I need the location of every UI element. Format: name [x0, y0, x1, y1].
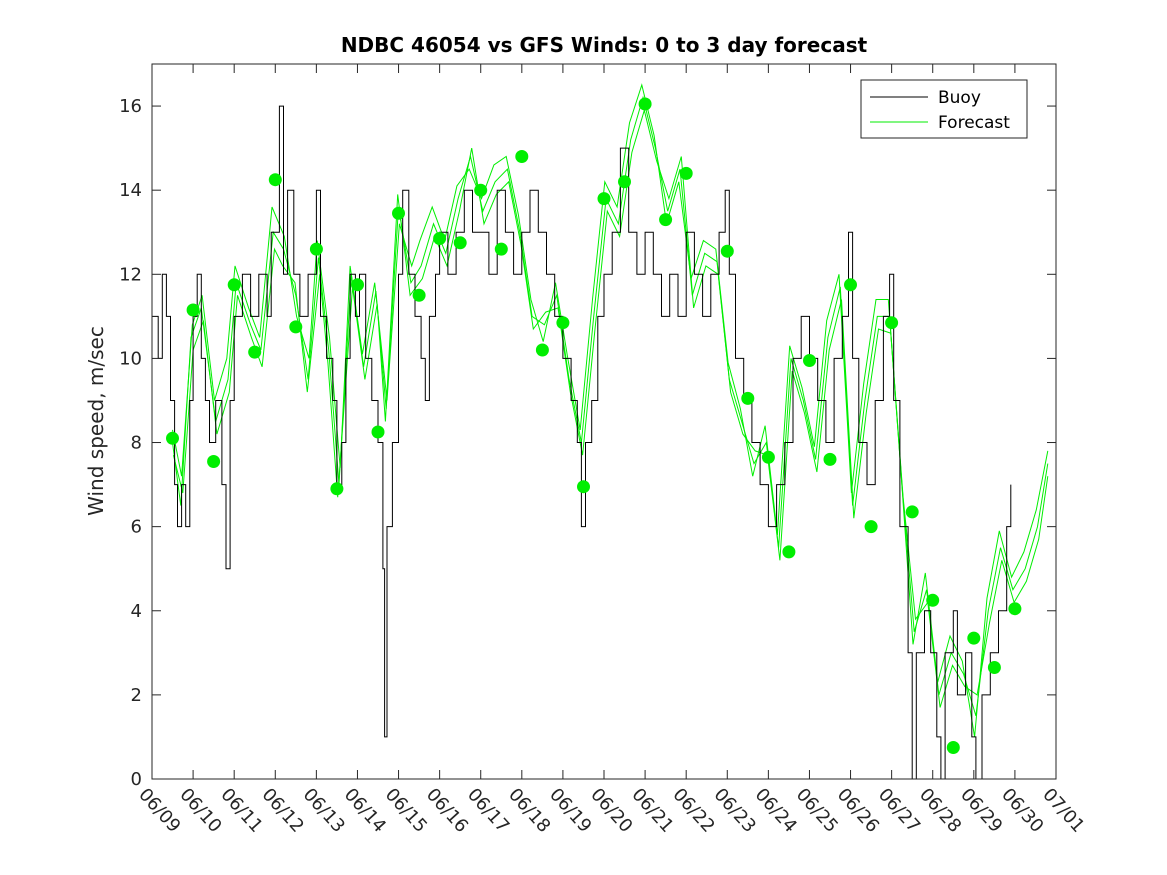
forecast-marker [987, 661, 1001, 674]
forecast-marker [803, 354, 816, 367]
y-tick-label: 4 [131, 601, 142, 622]
forecast-marker [823, 452, 837, 466]
forecast-marker [289, 320, 303, 334]
legend-box [860, 79, 1028, 139]
forecast-marker [392, 206, 405, 220]
y-axis-label: Wind speed, m/sec [84, 326, 108, 516]
forecast-marker [186, 303, 200, 317]
forecast-marker [597, 192, 611, 206]
plot-area [152, 64, 1056, 779]
y-tick-label: 14 [119, 180, 142, 201]
forecast-marker [474, 183, 488, 197]
forecast-marker [967, 631, 981, 645]
forecast-marker [351, 278, 364, 292]
forecast-marker [638, 97, 652, 111]
forecast-marker [905, 505, 919, 519]
forecast-marker [371, 425, 385, 439]
forecast-marker [535, 343, 549, 357]
forecast-marker [679, 166, 693, 180]
y-tick-label: 2 [131, 685, 142, 706]
forecast-marker [494, 242, 508, 256]
legend: Buoy Forecast [860, 79, 1028, 139]
forecast-marker [453, 236, 467, 250]
forecast-marker [556, 316, 570, 330]
y-tick-label: 8 [131, 433, 142, 454]
forecast-marker [207, 455, 221, 468]
forecast-marker [618, 175, 631, 189]
y-tick-label: 12 [119, 264, 142, 285]
legend-label-buoy: Buoy [938, 88, 981, 108]
buoy-line [152, 105, 1012, 780]
forecast-marker [268, 173, 282, 187]
forecast-marker [844, 278, 857, 292]
y-tick-label: 16 [119, 96, 142, 117]
forecast-marker [309, 242, 323, 256]
forecast-marker [577, 480, 590, 494]
y-tick-label: 6 [131, 517, 142, 538]
forecast-marker [864, 520, 878, 534]
forecast-marker [782, 545, 796, 559]
marker-layer [166, 97, 1022, 754]
forecast-marker [720, 244, 734, 258]
chart-title: NDBC 46054 vs GFS Winds: 0 to 3 day fore… [341, 33, 868, 57]
forecast-marker [1008, 602, 1022, 616]
forecast-marker [761, 450, 775, 464]
forecast-marker [412, 288, 426, 302]
forecast-marker [926, 593, 940, 607]
forecast-marker [166, 431, 179, 445]
forecast-marker [227, 278, 241, 292]
legend-label-forecast: Forecast [938, 113, 1010, 133]
forecast-marker [433, 232, 447, 245]
y-tick-label: 0 [131, 769, 142, 790]
forecast-marker [741, 391, 755, 405]
forecast-marker [659, 213, 673, 227]
forecast-marker [885, 316, 899, 330]
forecast-marker [248, 345, 262, 359]
forecast-marker [515, 150, 529, 163]
forecast-marker [946, 741, 960, 754]
forecast-marker [330, 482, 344, 496]
y-tick-label: 10 [119, 348, 142, 369]
forecast-line-3 [172, 108, 1049, 708]
series-layer [152, 83, 1049, 780]
